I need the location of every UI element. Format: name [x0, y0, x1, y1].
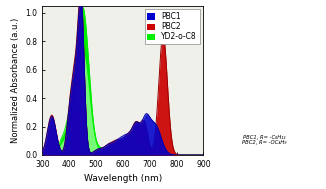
Legend: PBC1, PBC2, YD2-o-C8: PBC1, PBC2, YD2-o-C8 [145, 9, 200, 44]
X-axis label: Wavelength (nm): Wavelength (nm) [84, 174, 162, 183]
Text: PBC1, R= -C₈H₁₃
PBC2, R= -OC₄H₉: PBC1, R= -C₈H₁₃ PBC2, R= -OC₄H₉ [242, 135, 287, 146]
Y-axis label: Normalized Absorbance (a.u.): Normalized Absorbance (a.u.) [11, 18, 20, 143]
